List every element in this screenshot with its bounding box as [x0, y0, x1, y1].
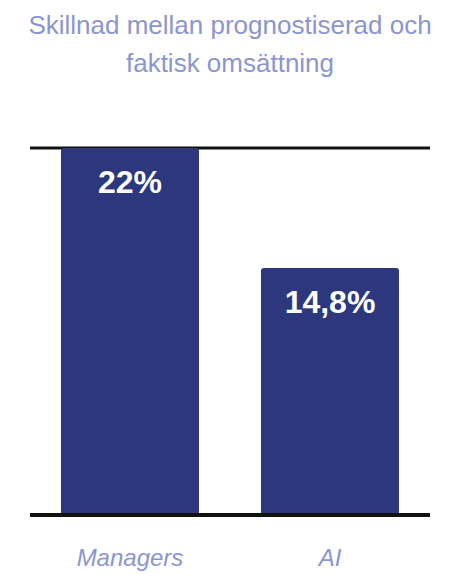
svg-text:Managers: Managers: [77, 544, 184, 571]
svg-text:AI: AI: [317, 544, 342, 571]
svg-text:22%: 22%: [98, 164, 162, 200]
svg-text:14,8%: 14,8%: [285, 284, 376, 320]
html-text:Skillnad mellan prognostiserad: Skillnad mellan prognostiserad och fakti…: [28, 10, 432, 78]
